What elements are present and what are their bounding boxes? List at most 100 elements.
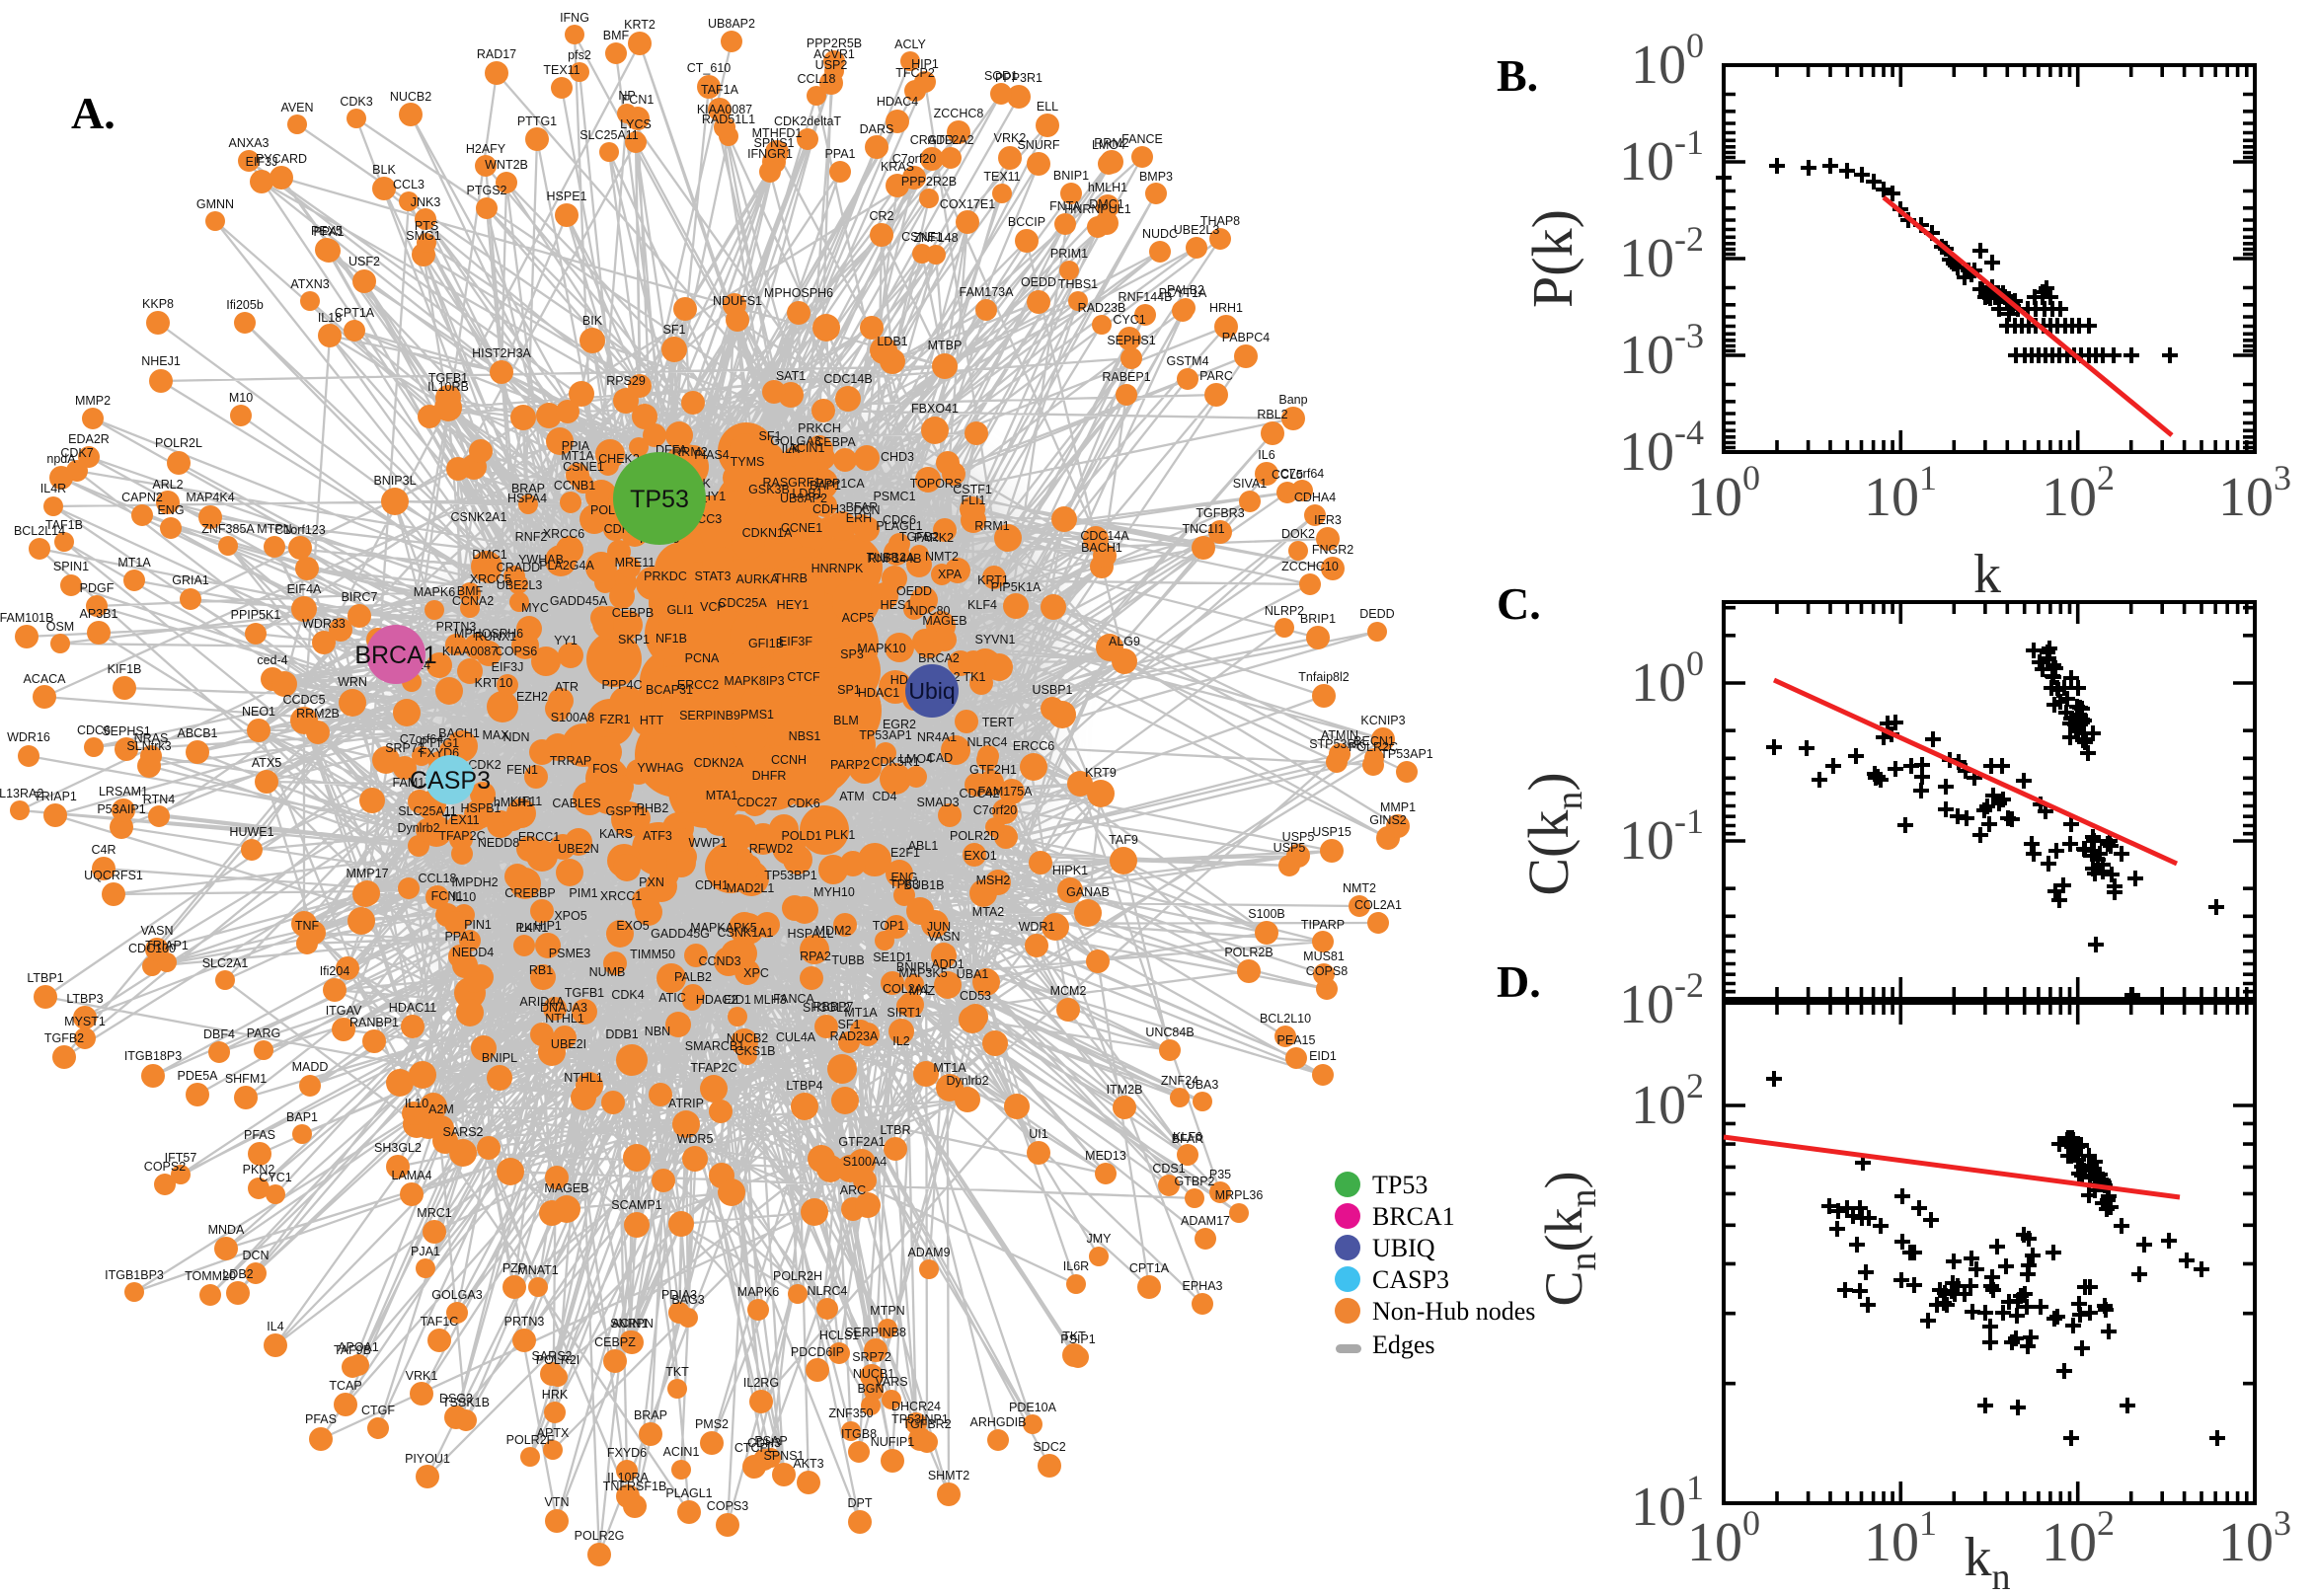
- svg-text:ENG: ENG: [890, 871, 917, 884]
- svg-text:BFAR: BFAR: [1172, 1132, 1204, 1146]
- svg-text:MTBP: MTBP: [928, 339, 963, 352]
- svg-text:JNK3: JNK3: [411, 195, 441, 209]
- svg-text:MAGEB: MAGEB: [922, 614, 966, 628]
- svg-text:PPIP5K1: PPIP5K1: [231, 608, 281, 622]
- svg-text:POLR2H: POLR2H: [773, 1269, 822, 1283]
- svg-text:PIP5K1A: PIP5K1A: [991, 580, 1042, 594]
- svg-text:DBF4: DBF4: [203, 1027, 235, 1041]
- svg-text:DDB1: DDB1: [605, 1027, 638, 1041]
- svg-text:CSNK2A1: CSNK2A1: [451, 510, 507, 524]
- svg-text:PCYT1A: PCYT1A: [1159, 286, 1207, 300]
- svg-text:PJA1: PJA1: [411, 1245, 440, 1258]
- svg-text:LDB2: LDB2: [222, 1267, 253, 1281]
- svg-text:MUS81: MUS81: [1303, 950, 1345, 963]
- svg-text:IL2: IL2: [892, 1034, 909, 1048]
- svg-text:RPA2: RPA2: [800, 950, 831, 963]
- svg-text:Dynlrb2: Dynlrb2: [397, 821, 439, 835]
- svg-text:NTHL1: NTHL1: [564, 1071, 603, 1085]
- svg-text:TKT: TKT: [1062, 1330, 1086, 1343]
- svg-text:PRTN3: PRTN3: [436, 620, 477, 634]
- svg-text:BAP1: BAP1: [810, 479, 841, 493]
- svg-text:SNURF: SNURF: [1017, 138, 1059, 152]
- svg-text:IER3: IER3: [1314, 513, 1342, 527]
- svg-text:SYVN1: SYVN1: [975, 633, 1016, 646]
- svg-text:OEDD: OEDD: [1021, 275, 1056, 289]
- svg-text:GADD45G: GADD45G: [651, 927, 710, 941]
- svg-text:PALB2: PALB2: [674, 970, 712, 984]
- svg-text:CCNB1: CCNB1: [554, 479, 595, 493]
- svg-text:DOK2: DOK2: [1281, 527, 1315, 541]
- svg-text:APTX: APTX: [537, 1426, 570, 1440]
- svg-text:GOLGA3: GOLGA3: [770, 434, 820, 448]
- svg-text:CCL5: CCL5: [1272, 468, 1303, 482]
- svg-text:MRE11: MRE11: [615, 556, 656, 570]
- svg-text:CTCF: CTCF: [787, 670, 820, 684]
- svg-text:SERPINB9: SERPINB9: [679, 709, 740, 722]
- svg-text:PARG: PARG: [247, 1026, 281, 1040]
- svg-text:CAPN2: CAPN2: [121, 491, 163, 504]
- svg-text:CDK2: CDK2: [468, 758, 501, 772]
- svg-text:PPA1: PPA1: [313, 225, 344, 239]
- svg-text:NTHL1: NTHL1: [545, 1012, 584, 1026]
- svg-text:PRTN3: PRTN3: [504, 1315, 545, 1329]
- svg-text:HCLS1: HCLS1: [819, 1329, 859, 1342]
- svg-text:TAF9B: TAF9B: [334, 1343, 371, 1357]
- svg-text:SMAD3: SMAD3: [916, 796, 959, 809]
- svg-text:BNIP3L: BNIP3L: [373, 474, 416, 488]
- svg-text:CDC100: CDC100: [128, 942, 176, 955]
- svg-text:SOD1: SOD1: [984, 69, 1018, 83]
- svg-text:GSPT1: GSPT1: [606, 804, 647, 818]
- svg-text:E2F1: E2F1: [890, 846, 920, 860]
- svg-text:C4R: C4R: [91, 843, 116, 857]
- svg-text:KRT2: KRT2: [624, 18, 656, 32]
- svg-text:CYC1: CYC1: [259, 1171, 291, 1184]
- svg-text:NDUFS1: NDUFS1: [713, 294, 762, 308]
- svg-text:RAD23B: RAD23B: [1078, 301, 1126, 315]
- svg-text:IL13RA2: IL13RA2: [0, 787, 43, 800]
- svg-text:ADAM17: ADAM17: [1181, 1214, 1230, 1228]
- svg-text:CCNH: CCNH: [771, 753, 807, 767]
- svg-text:BACH1: BACH1: [1081, 541, 1122, 555]
- svg-text:CDH3: CDH3: [812, 502, 846, 516]
- svg-text:EID1: EID1: [1309, 1049, 1337, 1063]
- svg-text:CCNE1: CCNE1: [781, 521, 822, 535]
- svg-text:USP5: USP5: [1282, 830, 1315, 844]
- svg-text:NUMB: NUMB: [589, 965, 626, 979]
- svg-text:BCL2L14: BCL2L14: [14, 524, 65, 538]
- svg-text:PSAP: PSAP: [754, 1434, 787, 1448]
- svg-text:IL4: IL4: [515, 921, 532, 935]
- svg-text:CDK4: CDK4: [611, 988, 644, 1002]
- svg-text:LTBP3: LTBP3: [66, 992, 103, 1006]
- svg-text:pfs2: pfs2: [568, 48, 591, 62]
- svg-text:LYCS: LYCS: [620, 117, 652, 131]
- svg-text:Ifi205b: Ifi205b: [226, 298, 264, 312]
- svg-text:WDR33: WDR33: [302, 617, 346, 631]
- svg-text:MSH2: MSH2: [976, 874, 1011, 887]
- svg-text:IL10RB: IL10RB: [427, 380, 469, 394]
- svg-text:NDC80: NDC80: [910, 604, 951, 618]
- svg-text:HIST2H3A: HIST2H3A: [472, 346, 531, 360]
- svg-text:NMT2: NMT2: [925, 550, 959, 564]
- svg-text:ADD1: ADD1: [931, 957, 964, 971]
- svg-text:TEX11: TEX11: [543, 63, 579, 77]
- svg-text:MYC: MYC: [521, 601, 549, 615]
- svg-text:SAT1: SAT1: [776, 369, 806, 383]
- svg-text:DMC1: DMC1: [1089, 197, 1123, 211]
- svg-text:KKP8: KKP8: [142, 297, 174, 311]
- svg-text:CDK6: CDK6: [787, 797, 819, 810]
- svg-text:POLR2D: POLR2D: [950, 829, 999, 843]
- svg-text:MMP1: MMP1: [1380, 800, 1416, 814]
- svg-text:EZH2: EZH2: [516, 690, 548, 704]
- svg-text:MADD: MADD: [292, 1060, 329, 1074]
- svg-text:PRKDC: PRKDC: [644, 570, 687, 583]
- svg-text:GSK3B: GSK3B: [748, 483, 790, 496]
- svg-text:KRAS: KRAS: [881, 160, 914, 174]
- svg-text:SEPHS1: SEPHS1: [102, 724, 150, 738]
- svg-text:PTGS2: PTGS2: [467, 184, 507, 197]
- svg-text:KRT1: KRT1: [977, 573, 1009, 587]
- svg-text:SHFM1: SHFM1: [225, 1072, 267, 1086]
- svg-text:STP53RK: STP53RK: [1309, 737, 1364, 751]
- svg-text:AP3B1: AP3B1: [80, 607, 118, 621]
- svg-text:HES1: HES1: [881, 598, 913, 612]
- svg-text:NDN: NDN: [502, 730, 529, 744]
